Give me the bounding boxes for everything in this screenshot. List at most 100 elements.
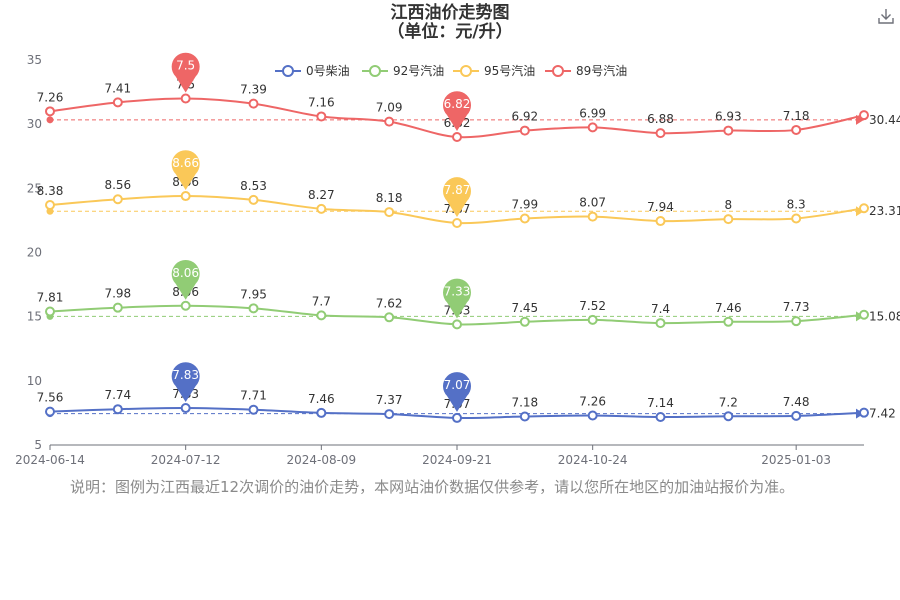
- series-2-data-label: 8.53: [240, 179, 267, 193]
- series-3-data-label: 6.88: [647, 112, 674, 126]
- series-0-average-label: 7.42: [869, 407, 896, 421]
- series-0-data-label: 7.74: [104, 388, 131, 402]
- series-0-point: [180, 403, 191, 414]
- y-tick-label: 15: [27, 310, 42, 324]
- series-1-point: [723, 316, 734, 327]
- legend-swatch-dot: [282, 65, 294, 77]
- series-2-data-label: 8: [725, 198, 733, 212]
- chart-note: 说明：图例为江西最近12次调价的油价走势，本网站油价数据仅供参考，请以您所在地区…: [70, 478, 795, 496]
- download-icon[interactable]: [876, 6, 896, 26]
- series-2-max-pin: [171, 150, 200, 191]
- series-3-point: [452, 132, 462, 142]
- series-0-point: [791, 410, 802, 421]
- series-1-point: [316, 310, 327, 321]
- legend-swatch-dot: [552, 65, 564, 77]
- series-0-max-pin: [171, 362, 200, 403]
- series-3-data-label: 6.99: [579, 106, 606, 120]
- series-2-data-label: 7.99: [511, 197, 538, 211]
- series-2-point: [519, 213, 530, 224]
- series-1-point: [519, 316, 530, 327]
- x-tick-label: 2024-08-09: [286, 453, 356, 467]
- series-0-point: [587, 410, 598, 421]
- legend-label: 95号汽油: [484, 63, 535, 78]
- series-3-point: [791, 124, 802, 135]
- series-3-data-label: 7.41: [104, 81, 131, 95]
- series-2-point: [587, 211, 598, 222]
- series-1-point: [45, 306, 55, 317]
- series-0-point: [45, 406, 55, 417]
- legend-label: 89号汽油: [576, 63, 627, 78]
- chart-subtitle: （单位：元/升）: [387, 22, 513, 42]
- series-2-data-label: 8.18: [376, 191, 403, 205]
- series-0-min-pin-label: 7.07: [444, 378, 471, 392]
- series-2-data-label: 8.56: [104, 178, 131, 192]
- series-3-average-label: 30.44: [869, 113, 900, 127]
- series-0-point: [723, 411, 734, 422]
- series-2-point: [112, 194, 123, 205]
- series-2-point: [180, 191, 191, 202]
- series-3-max-pin-label: 7.5: [176, 59, 195, 73]
- series-2-data-label: 8.38: [37, 184, 64, 198]
- series-1-point: [112, 302, 123, 313]
- series-2-point: [655, 216, 666, 227]
- y-tick-label: 30: [27, 117, 42, 131]
- series-1-data-label: 7.95: [240, 287, 267, 301]
- series-3-point: [859, 110, 869, 121]
- series-2-point: [791, 213, 802, 224]
- series-1-data-label: 7.81: [37, 291, 64, 305]
- series-3-point: [723, 125, 734, 136]
- series-2-min-pin-label: 7.87: [444, 183, 471, 197]
- series-1-point: [384, 312, 395, 323]
- series-3-data-label: 7.18: [783, 109, 810, 123]
- series-2-data-label: 8.27: [308, 188, 335, 202]
- series-3-min-pin-label: 6.82: [444, 97, 471, 111]
- x-tick-label: 2024-07-12: [151, 453, 221, 467]
- series-1-point: [791, 316, 802, 327]
- series-0-max-pin-label: 7.83: [172, 368, 199, 382]
- series-3-point: [180, 93, 191, 104]
- series-3-data-label: 7.39: [240, 83, 267, 97]
- series-0-data-label: 7.37: [376, 393, 403, 407]
- series-3-data-label: 7.26: [37, 90, 64, 104]
- series-0-data-label: 7.48: [783, 395, 810, 409]
- series-1-max-pin-label: 8.06: [172, 266, 199, 280]
- chart-title-block: 江西油价走势图 （单位：元/升）: [0, 4, 900, 42]
- series-1-point: [655, 318, 666, 329]
- series-2-point: [723, 214, 734, 225]
- series-3-point: [384, 116, 395, 127]
- legend-swatch-dot: [369, 65, 381, 77]
- series-1-data-label: 7.52: [579, 299, 606, 313]
- series-0-point: [655, 412, 666, 423]
- download-icon-glyph: [878, 9, 894, 24]
- series-1-average-label: 15.08: [869, 309, 900, 323]
- series-2-point: [384, 207, 395, 218]
- series-2-max-pin-label: 8.66: [172, 156, 199, 170]
- series-3-point: [655, 128, 666, 139]
- y-tick-label: 25: [27, 181, 42, 195]
- series-3-data-label: 6.92: [511, 110, 538, 124]
- series-0-data-label: 7.56: [37, 391, 64, 405]
- series-1-point: [587, 314, 598, 325]
- series-1-point: [859, 309, 869, 320]
- series-0-point: [384, 409, 395, 420]
- series-3-max-pin: [171, 52, 200, 93]
- series-1-point: [180, 300, 191, 311]
- series-1-data-label: 7.73: [783, 300, 810, 314]
- series-0-point: [316, 407, 327, 418]
- series-1-point: [452, 319, 462, 330]
- series-1-data-label: 7.46: [715, 301, 742, 315]
- series-0-point: [519, 411, 530, 422]
- y-tick-label: 5: [34, 438, 42, 452]
- series-3-data-label: 7.16: [308, 95, 335, 109]
- series-2-data-label: 7.94: [647, 200, 674, 214]
- legend-swatch-dot: [460, 65, 472, 77]
- series-2-point: [248, 194, 259, 205]
- series-3-average-start-dot: [46, 116, 54, 124]
- series-3-point: [519, 125, 530, 136]
- series-0-data-label: 7.14: [647, 396, 674, 410]
- series-1-data-label: 7.45: [511, 301, 538, 315]
- x-tick-label: 2024-06-14: [15, 453, 85, 467]
- series-0-point: [452, 412, 462, 423]
- series-2-point: [452, 217, 462, 228]
- series-3-point: [248, 98, 259, 109]
